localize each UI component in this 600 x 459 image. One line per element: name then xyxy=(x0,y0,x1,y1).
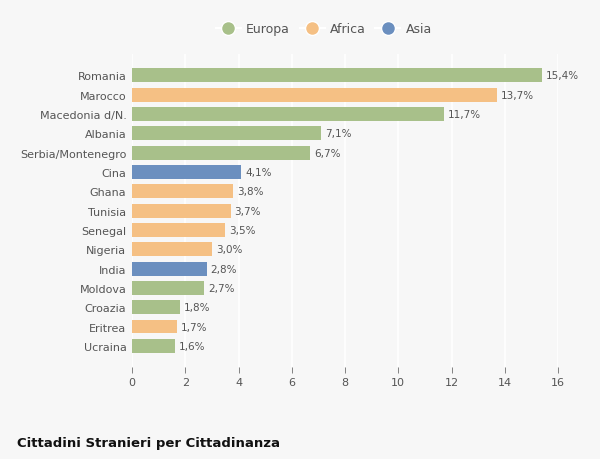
Text: Cittadini Stranieri per Cittadinanza: Cittadini Stranieri per Cittadinanza xyxy=(17,436,280,449)
Bar xyxy=(132,339,175,353)
Text: 2,8%: 2,8% xyxy=(211,264,237,274)
Bar xyxy=(132,204,230,218)
Bar xyxy=(132,281,204,295)
Bar xyxy=(132,89,497,102)
Text: 2,7%: 2,7% xyxy=(208,283,235,293)
Text: 1,8%: 1,8% xyxy=(184,302,211,313)
Text: 3,5%: 3,5% xyxy=(229,225,256,235)
Bar xyxy=(132,127,321,141)
Text: 6,7%: 6,7% xyxy=(314,148,341,158)
Text: 4,1%: 4,1% xyxy=(245,168,272,178)
Bar xyxy=(132,262,206,276)
Bar xyxy=(132,185,233,199)
Text: 7,1%: 7,1% xyxy=(325,129,352,139)
Bar xyxy=(132,108,443,122)
Bar xyxy=(132,146,310,160)
Text: 1,7%: 1,7% xyxy=(181,322,208,332)
Legend: Europa, Africa, Asia: Europa, Africa, Asia xyxy=(213,21,434,39)
Text: 15,4%: 15,4% xyxy=(546,71,579,81)
Text: 3,0%: 3,0% xyxy=(216,245,242,255)
Bar xyxy=(132,69,542,83)
Text: 1,6%: 1,6% xyxy=(179,341,205,351)
Bar xyxy=(132,320,177,334)
Text: 11,7%: 11,7% xyxy=(448,110,481,120)
Text: 3,7%: 3,7% xyxy=(235,206,261,216)
Bar xyxy=(132,224,225,237)
Bar xyxy=(132,301,180,314)
Text: 13,7%: 13,7% xyxy=(501,90,534,101)
Bar xyxy=(132,166,241,179)
Bar xyxy=(132,243,212,257)
Text: 3,8%: 3,8% xyxy=(237,187,263,197)
